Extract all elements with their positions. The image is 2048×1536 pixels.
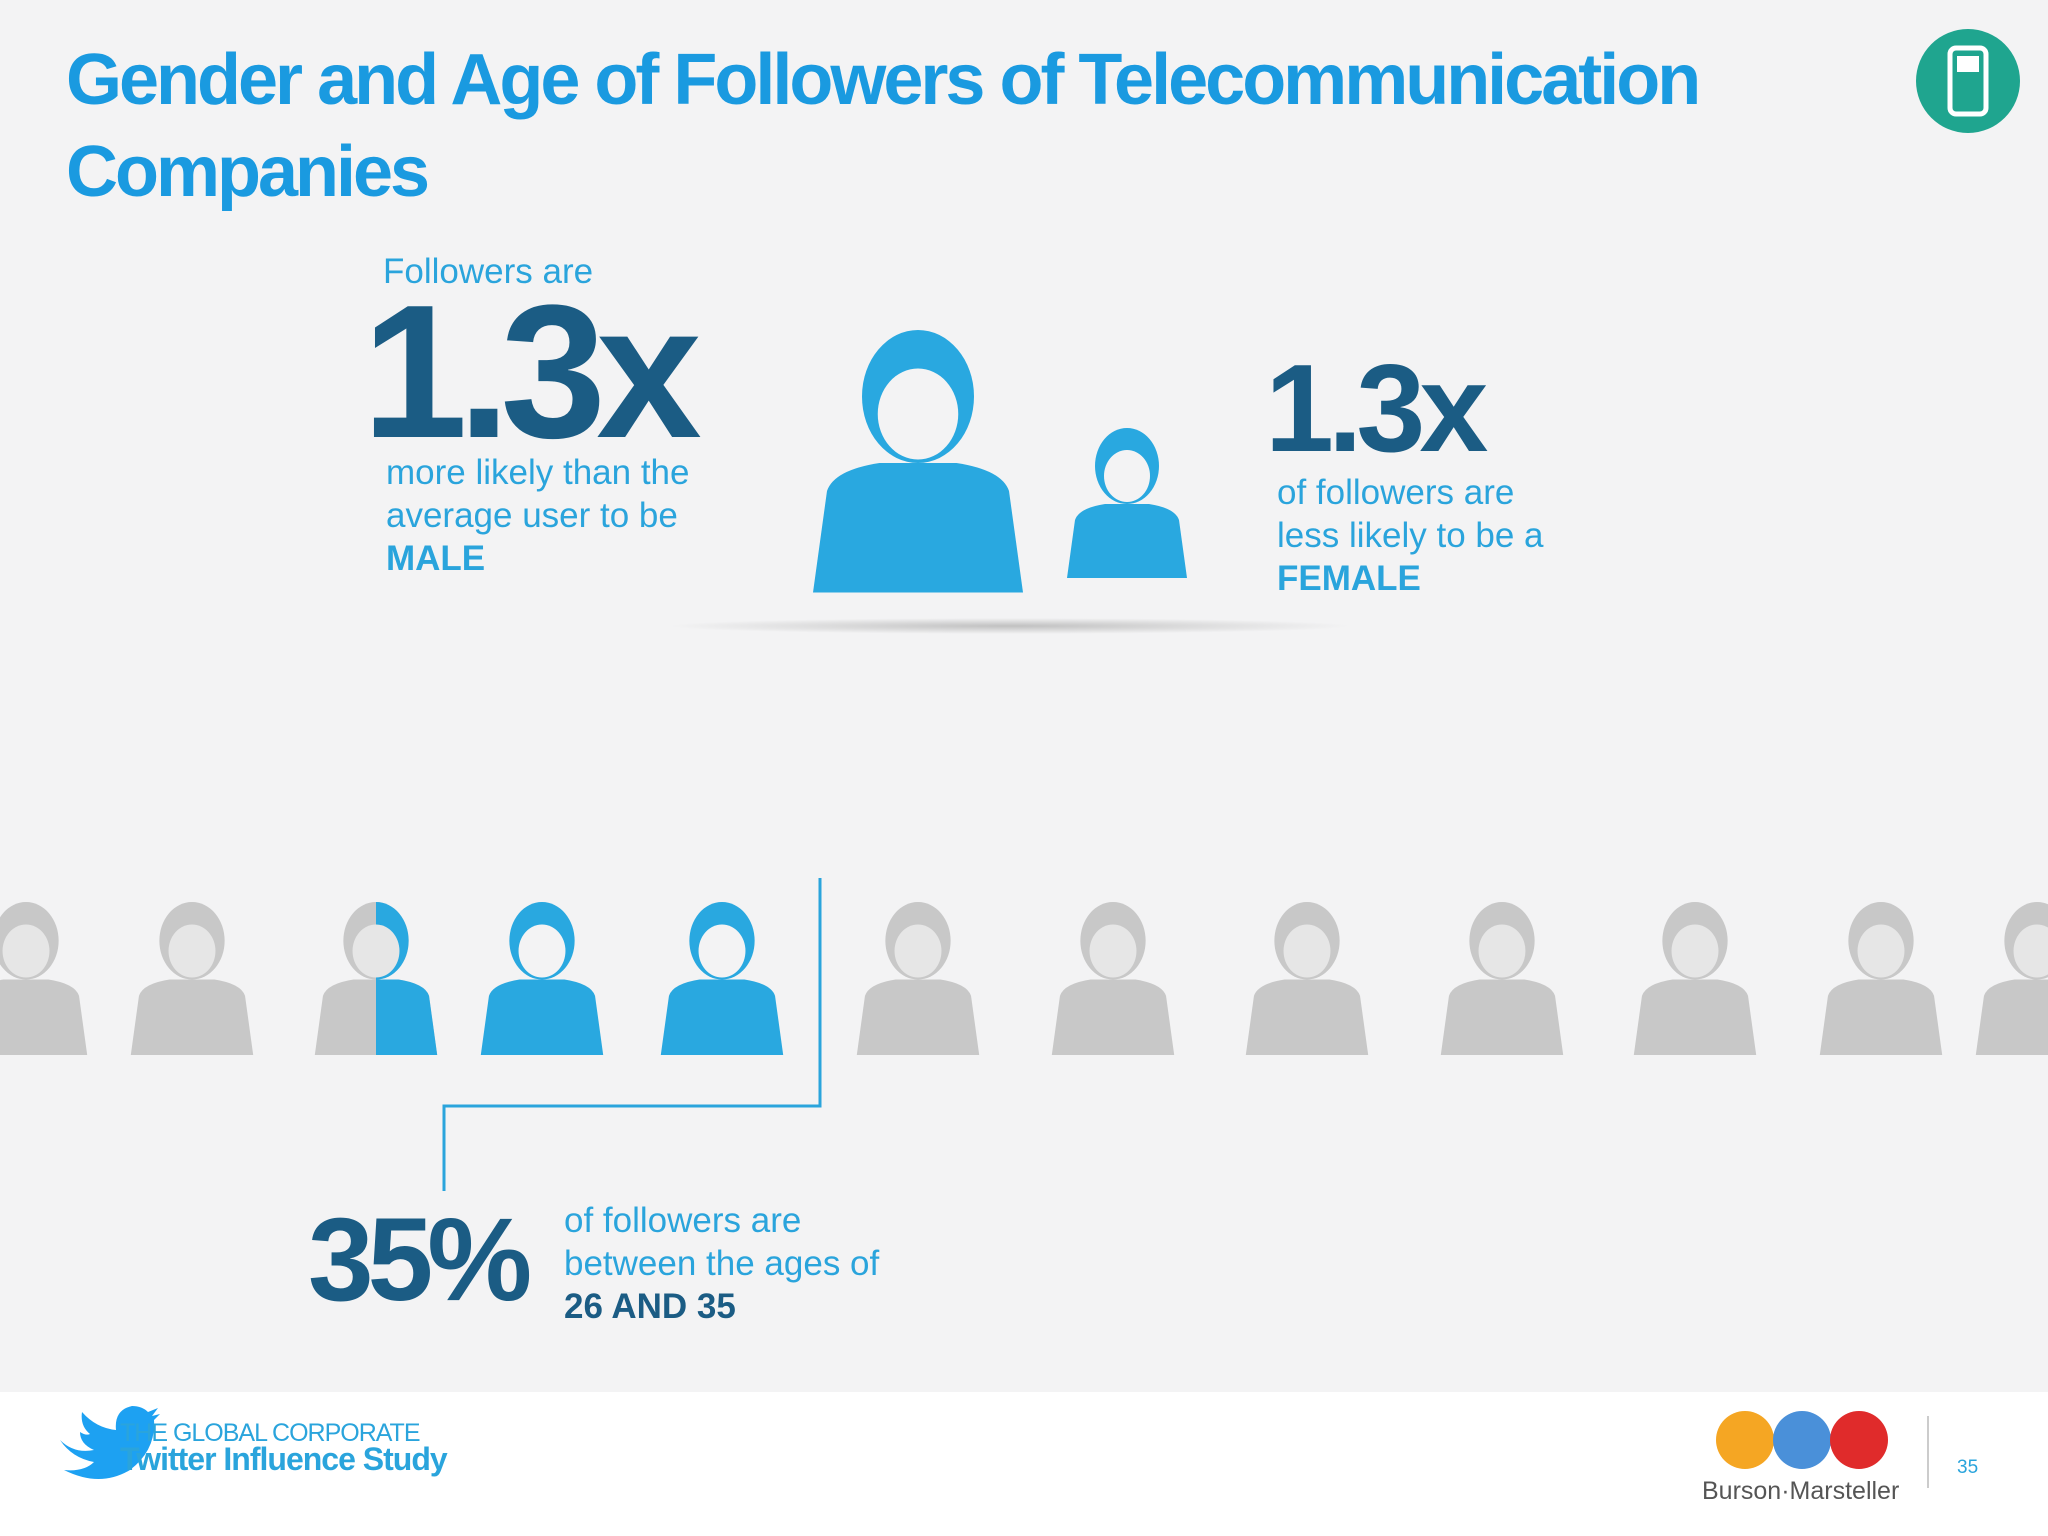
person-face [1478,924,1526,978]
globes [1716,1411,1888,1469]
person-face [698,924,746,978]
female-line: less likely to be a [1277,516,1544,555]
phone-body [1947,45,1989,117]
male-intro: Followers are [383,252,593,291]
shadow [670,618,1350,634]
globe [1773,1411,1831,1469]
study-name: Twitter Influence Study [120,1441,448,1477]
twitter-bird [60,1406,160,1479]
page-number: 35 [1957,1457,1978,1478]
female-stat: 1.3x [1265,340,1488,478]
age-line: of followers are [564,1201,801,1240]
title-line: Companies [66,132,428,212]
person-icon [660,902,784,1055]
person-icon [813,330,1023,593]
male-line: average user to be [386,496,678,535]
person-body [1245,979,1369,1055]
person-icon [1440,902,1564,1055]
male-stat: 1.3x [362,266,701,478]
person-icon [1067,428,1187,578]
person-icon [130,902,254,1055]
background [0,0,2048,1392]
person-face [1857,924,1905,978]
person-body [1819,979,1943,1055]
person-face [518,924,566,978]
person-body [856,979,980,1055]
globe [1716,1411,1774,1469]
person-body [660,979,784,1055]
person-body [1067,504,1187,578]
person-face [168,924,216,978]
age-emphasis: 26 AND 35 [564,1287,736,1326]
person-body [813,463,1023,593]
person-face [894,924,942,978]
person-face [1104,450,1150,502]
person-face [1671,924,1719,978]
person-icon [480,902,604,1055]
person-face [376,924,400,978]
female-emphasis: FEMALE [1277,559,1421,598]
person-face [2013,924,2048,978]
footer-band [0,1392,2048,1536]
person-body [130,979,254,1055]
male-emphasis: MALE [386,539,485,578]
person-body [376,979,438,1055]
person-body [1633,979,1757,1055]
phone-icon [1916,29,2020,133]
female-line: of followers are [1277,473,1514,512]
person-icon [1819,902,1943,1055]
person-icon [1051,902,1175,1055]
person-icon [314,902,438,1055]
person-icon [1975,902,2048,1055]
person-icon [0,902,88,1055]
person-icon [1633,902,1757,1055]
person-face [1283,924,1331,978]
age-line: between the ages of [564,1244,880,1283]
age-stat: 35% [308,1194,529,1326]
person-face [2,924,50,978]
title-line: Gender and Age of Followers of Telecommu… [66,40,1698,120]
person-body [1975,979,2048,1055]
brand: Burson·Marsteller [1702,1477,1899,1505]
person-icon [856,902,980,1055]
male-line: more likely than the [386,453,689,492]
icon-circle [1916,29,2020,133]
person-body [1440,979,1564,1055]
study-kicker: THE GLOBAL CORPORATE [120,1419,420,1447]
globe [1830,1411,1888,1469]
person-body [0,979,88,1055]
person-face [877,368,959,460]
person-body [1051,979,1175,1055]
person-body [480,979,604,1055]
person-face [1089,924,1137,978]
person-half [376,902,438,1055]
person-icon [1245,902,1369,1055]
phone-screen [1957,56,1979,72]
connector [442,878,822,1191]
